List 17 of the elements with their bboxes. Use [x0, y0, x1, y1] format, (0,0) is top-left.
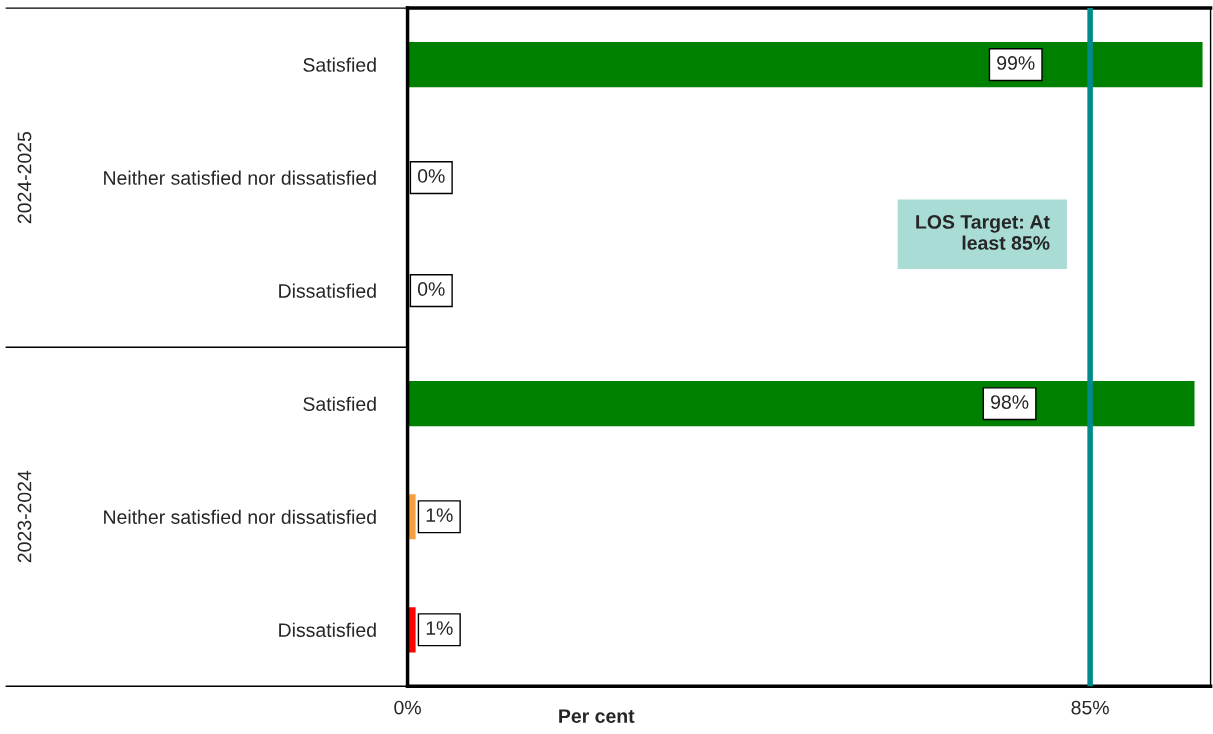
x-axis-title: Per cent [559, 709, 635, 723]
y-tick-label: Neither satisfied nor dissatisfied [104, 509, 376, 524]
data-label: 1% [426, 508, 453, 522]
y-tick-label: Dissatisfied [279, 283, 376, 298]
data-label: 98% [991, 395, 1029, 409]
data-label: 99% [997, 56, 1035, 70]
y-tick-label: Dissatisfied [279, 622, 376, 638]
y-tick-label: Satisfied [303, 57, 376, 72]
y-tick-label: Satisfied [303, 396, 376, 411]
ref-line-label: LOS Target: At least 85% [916, 215, 1050, 250]
text: 2024-2025 [17, 131, 32, 224]
x-tick-label: 85% [1071, 700, 1109, 715]
data-label: 1% [426, 621, 453, 635]
data-label: 0% [417, 169, 445, 183]
text: 2023-2024 [17, 470, 32, 563]
data-label: 0% [417, 282, 445, 296]
y-tick-label: Neither satisfied nor dissatisfied [104, 170, 376, 185]
